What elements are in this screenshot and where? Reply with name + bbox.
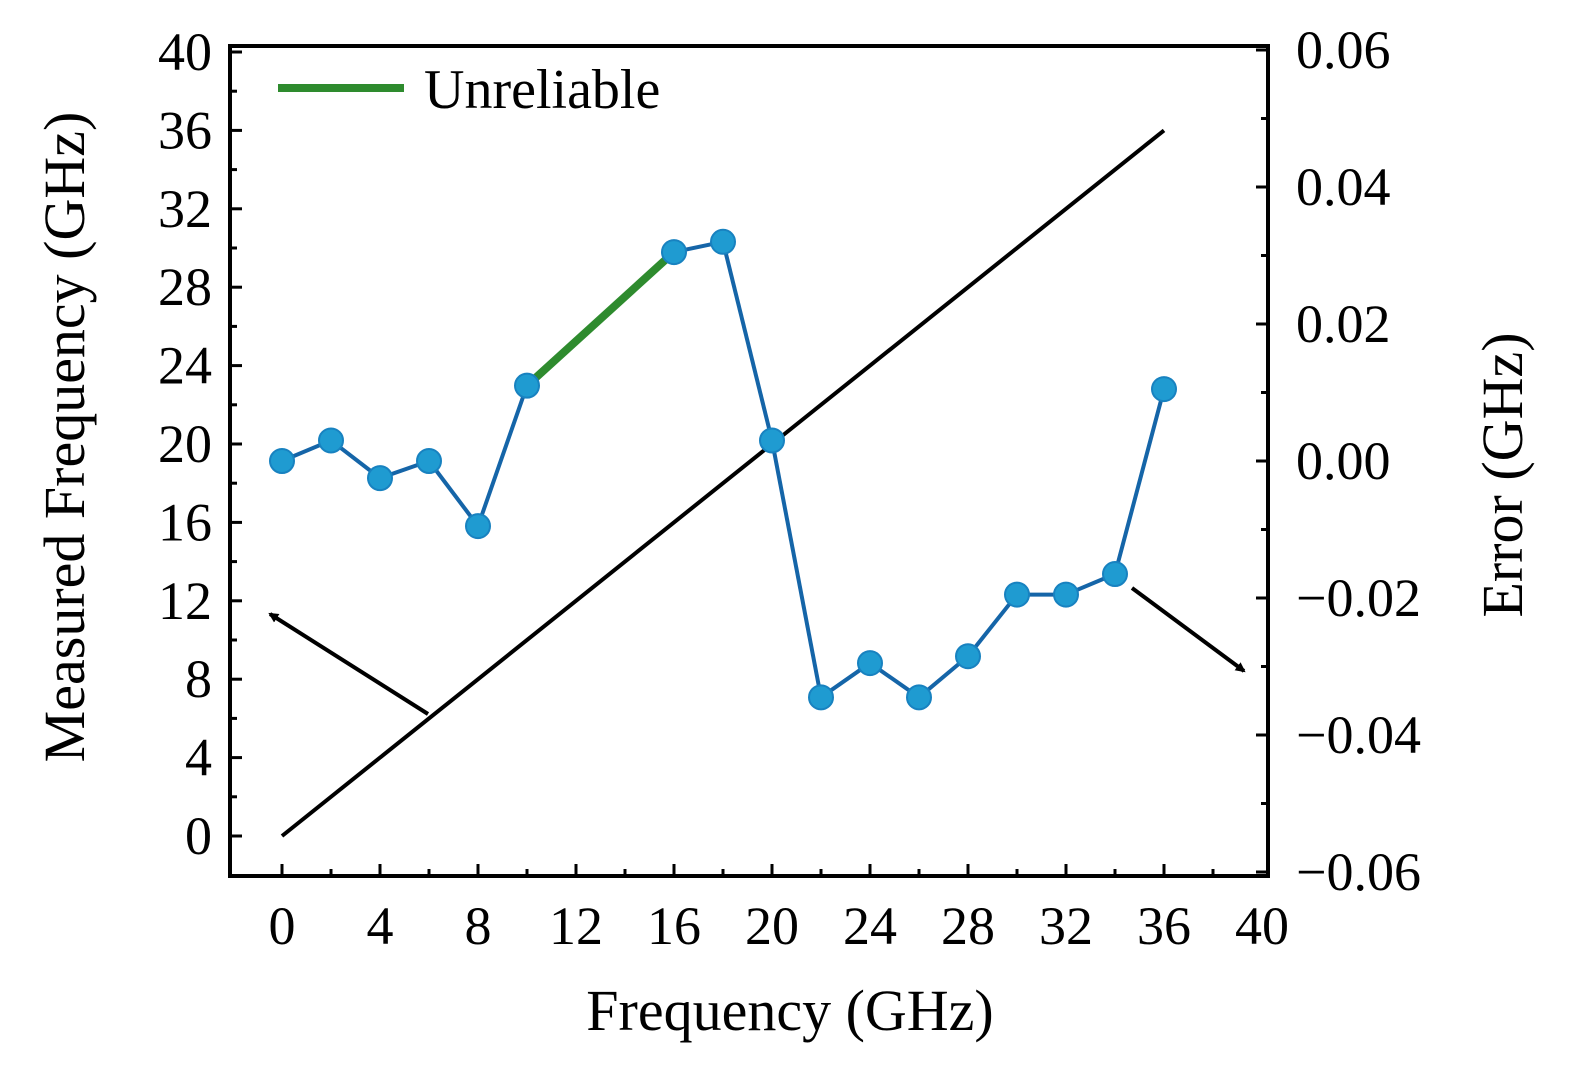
error-point	[367, 465, 393, 492]
y-left-tick-label: 0	[185, 806, 212, 866]
y-right-tick-label: 0.04	[1296, 157, 1391, 217]
y-left-tick-label: 32	[158, 179, 212, 239]
error-point	[661, 239, 687, 266]
series-layer	[269, 128, 1177, 838]
x-tick-label: 12	[549, 896, 603, 956]
x-tick-label: 20	[745, 896, 799, 956]
error-line-segment	[1113, 388, 1166, 575]
y-left-tick-label: 36	[158, 100, 212, 160]
x-tick-label: 28	[941, 896, 995, 956]
error-point	[955, 643, 981, 670]
measured-frequency-line	[280, 128, 1166, 838]
x-tick-label: 32	[1039, 896, 1093, 956]
error-point	[857, 650, 883, 677]
x-tick-label: 16	[647, 896, 701, 956]
error-point	[465, 513, 491, 540]
error-line-segment	[476, 384, 529, 527]
y-left-axis-ticks	[230, 50, 242, 838]
y-left-tick-labels: 0 4 8 12 16 20 24 28 32 36 40	[158, 22, 212, 866]
x-axis-ticks	[280, 864, 1215, 876]
y-right-tick-label: 0.02	[1296, 294, 1391, 354]
error-point	[1004, 581, 1030, 608]
x-tick-label: 40	[1235, 896, 1289, 956]
y-left-tick-label: 28	[158, 257, 212, 317]
error-point	[808, 684, 834, 711]
y-right-tick-label: 0.00	[1296, 431, 1391, 491]
annotation-layer	[268, 586, 1246, 716]
x-tick-label: 0	[269, 896, 296, 956]
y-right-tick-labels: 0.06 0.04 0.02 0.00 −0.02 −0.04 −0.06	[1296, 20, 1421, 902]
error-point	[1151, 376, 1177, 403]
x-tick-labels: 0 4 8 12 16 20 24 28 32 36 40	[269, 896, 1290, 956]
error-point	[416, 448, 442, 474]
y-right-axis-title: Error (GHz)	[1470, 332, 1535, 617]
x-axis-title: Frequency (GHz)	[586, 978, 993, 1043]
error-point	[269, 448, 295, 474]
error-point	[906, 684, 932, 711]
error-point	[1053, 581, 1079, 608]
x-tick-label: 36	[1137, 896, 1191, 956]
y-left-tick-label: 12	[158, 571, 212, 631]
legend: Unreliable	[278, 59, 660, 121]
y-left-tick-label: 8	[185, 649, 212, 709]
y-right-tick-label: −0.02	[1296, 568, 1421, 628]
error-point	[514, 372, 540, 399]
error-line-segment	[721, 241, 774, 441]
y-right-tick-label: 0.06	[1296, 20, 1391, 80]
y-left-tick-label: 40	[158, 22, 212, 82]
y-left-tick-label: 24	[158, 336, 212, 396]
arrow-to-right-axis	[1130, 586, 1246, 673]
y-right-tick-label: −0.04	[1296, 705, 1421, 765]
x-tick-label: 4	[367, 896, 394, 956]
y-left-axis-title: Measured Frequency (GHz)	[32, 112, 97, 763]
y-right-tick-label: −0.06	[1296, 842, 1421, 902]
error-line-segment	[966, 593, 1019, 658]
x-tick-label: 24	[843, 896, 897, 956]
error-point	[318, 427, 344, 454]
y-left-tick-label: 16	[158, 492, 212, 552]
error-line-segment	[770, 440, 823, 698]
y-right-axis-ticks	[1256, 48, 1268, 874]
error-line-segment	[427, 459, 480, 528]
y-left-tick-label: 20	[158, 414, 212, 474]
legend-label: Unreliable	[424, 59, 660, 121]
error-point	[710, 228, 736, 255]
unreliable-segment	[524, 249, 677, 389]
y-left-tick-label: 4	[185, 728, 212, 788]
error-point	[1102, 561, 1128, 588]
arrow-to-left-axis	[268, 612, 430, 716]
x-tick-label: 8	[465, 896, 492, 956]
error-point	[759, 427, 785, 454]
